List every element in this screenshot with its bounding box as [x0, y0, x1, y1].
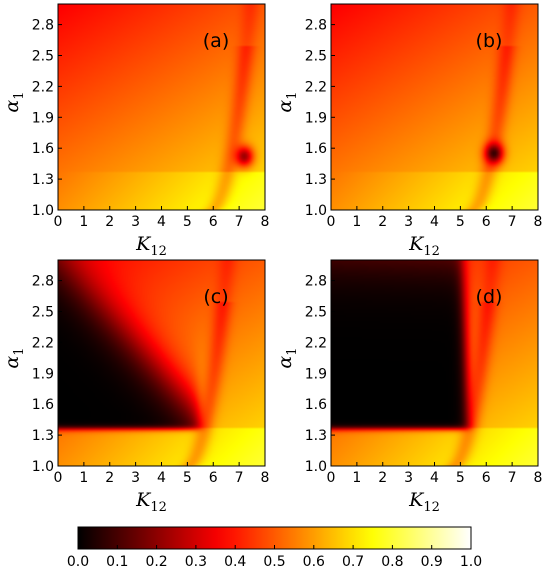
y-tick-label: 2.8 — [32, 274, 54, 290]
panel-label: (b) — [476, 30, 503, 52]
x-tick-label: 2 — [378, 470, 387, 486]
y-tick-label: 2.8 — [305, 18, 327, 34]
panel-c: 0 1 2 3 4 5 6 7 8 1.0 1.3 1.6 1.9 2.2 2.5 2.8 K12 α1 (c) — [1, 259, 270, 515]
x-tick-label: 3 — [131, 470, 140, 486]
x-tick-label: 6 — [482, 470, 491, 486]
colorbar-tick-label: 1.0 — [460, 554, 482, 570]
y-tick-label: 1.6 — [305, 141, 327, 157]
y-tick-label: 2.8 — [32, 18, 54, 34]
x-tick-label: 6 — [209, 214, 218, 230]
panel-a: 0 1 2 3 4 5 6 7 8 1.0 1.3 1.6 1.9 2.2 2.5 2.8 K12 α1 (a) — [1, 3, 270, 259]
y-tick-label: 1.9 — [305, 366, 327, 382]
x-tick-label: 0 — [327, 214, 336, 230]
x-tick-label: 5 — [456, 470, 465, 486]
y-tick-label: 1.6 — [32, 141, 54, 157]
colorbar-tick-label: 0.3 — [185, 554, 207, 570]
colorbar-tick-label: 0.8 — [381, 554, 403, 570]
x-tick-label: 7 — [508, 470, 517, 486]
y-tick-label: 2.5 — [305, 49, 327, 65]
x-tick-label: 4 — [157, 214, 166, 230]
y-tick-label: 1.3 — [305, 172, 327, 188]
heatmap-c — [58, 260, 265, 466]
x-tick-label: 3 — [131, 214, 140, 230]
x-tick-label: 8 — [534, 214, 543, 230]
x-tick-label: 7 — [235, 214, 244, 230]
y-tick-label: 1.9 — [32, 366, 54, 382]
colorbar-tick-label: 0.0 — [67, 554, 89, 570]
x-tick-label: 3 — [404, 470, 413, 486]
y-tick-label: 1.9 — [305, 110, 327, 126]
colorbar-tick-label: 0.1 — [106, 554, 128, 570]
x-tick-label: 4 — [430, 470, 439, 486]
x-axis-label: K12 — [135, 233, 167, 259]
x-tick-label: 1 — [352, 470, 361, 486]
x-tick-label: 5 — [183, 214, 192, 230]
y-tick-label: 2.5 — [305, 305, 327, 321]
y-axis-label: α1 — [1, 347, 27, 368]
colorbar-tick-label: 0.2 — [145, 554, 167, 570]
panel-label: (c) — [203, 286, 228, 308]
panel-d: 0 1 2 3 4 5 6 7 8 1.0 1.3 1.6 1.9 2.2 2.5 2.8 K12 α1 (d) — [274, 259, 543, 515]
colorbar-tick-label: 0.4 — [224, 554, 246, 570]
panel-label: (d) — [476, 286, 503, 308]
colorbar-tick-label: 0.7 — [342, 554, 364, 570]
x-tick-label: 5 — [456, 214, 465, 230]
x-tick-label: 8 — [261, 470, 270, 486]
y-axis-label: α1 — [274, 347, 300, 368]
heatmap-b — [331, 4, 538, 210]
x-tick-label: 0 — [327, 470, 336, 486]
y-tick-label: 2.2 — [305, 79, 327, 95]
panel-label: (a) — [203, 30, 229, 52]
x-tick-label: 3 — [404, 214, 413, 230]
x-tick-label: 8 — [534, 470, 543, 486]
x-axis-label: K12 — [135, 489, 167, 515]
x-tick-label: 1 — [352, 214, 361, 230]
x-tick-label: 1 — [79, 470, 88, 486]
x-tick-label: 2 — [105, 214, 114, 230]
colorbar-tick-label: 0.5 — [263, 554, 285, 570]
x-tick-label: 2 — [105, 470, 114, 486]
y-tick-label: 2.8 — [305, 274, 327, 290]
x-tick-label: 7 — [235, 470, 244, 486]
y-tick-label: 1.3 — [305, 428, 327, 444]
x-tick-label: 2 — [378, 214, 387, 230]
y-tick-label: 1.0 — [32, 203, 54, 219]
y-tick-label: 1.0 — [305, 459, 327, 475]
x-tick-label: 0 — [54, 470, 63, 486]
heatmap-a — [58, 4, 265, 210]
y-tick-label: 1.0 — [305, 203, 327, 219]
x-tick-label: 6 — [482, 214, 491, 230]
y-tick-label: 1.3 — [32, 428, 54, 444]
y-axis-label: α1 — [1, 91, 27, 112]
y-tick-label: 1.3 — [32, 172, 54, 188]
x-tick-label: 6 — [209, 470, 218, 486]
y-tick-label: 1.0 — [32, 459, 54, 475]
x-tick-label: 7 — [508, 214, 517, 230]
colorbar-tick-label: 0.6 — [303, 554, 325, 570]
x-tick-label: 4 — [430, 214, 439, 230]
colorbar: 0.0 0.1 0.2 0.3 0.4 0.5 0.6 0.7 0.8 0.9 1.0 — [67, 526, 482, 570]
colorbar-tick-label: 0.9 — [421, 554, 443, 570]
y-tick-label: 2.2 — [32, 335, 54, 351]
x-tick-label: 5 — [183, 470, 192, 486]
x-axis-label: K12 — [408, 233, 440, 259]
y-tick-label: 2.2 — [305, 335, 327, 351]
y-tick-label: 1.6 — [305, 397, 327, 413]
y-axis-label: α1 — [274, 91, 300, 112]
panel-b: 0 1 2 3 4 5 6 7 8 1.0 1.3 1.6 1.9 2.2 2.5 2.8 K12 α1 (b) — [274, 3, 543, 259]
x-tick-label: 4 — [157, 470, 166, 486]
heatmap-d — [331, 260, 538, 466]
x-tick-label: 8 — [261, 214, 270, 230]
x-axis-label: K12 — [408, 489, 440, 515]
y-tick-label: 2.5 — [32, 305, 54, 321]
y-tick-label: 2.2 — [32, 79, 54, 95]
y-tick-label: 1.9 — [32, 110, 54, 126]
x-tick-label: 1 — [79, 214, 88, 230]
y-tick-label: 1.6 — [32, 397, 54, 413]
x-tick-label: 0 — [54, 214, 63, 230]
y-tick-label: 2.5 — [32, 49, 54, 65]
